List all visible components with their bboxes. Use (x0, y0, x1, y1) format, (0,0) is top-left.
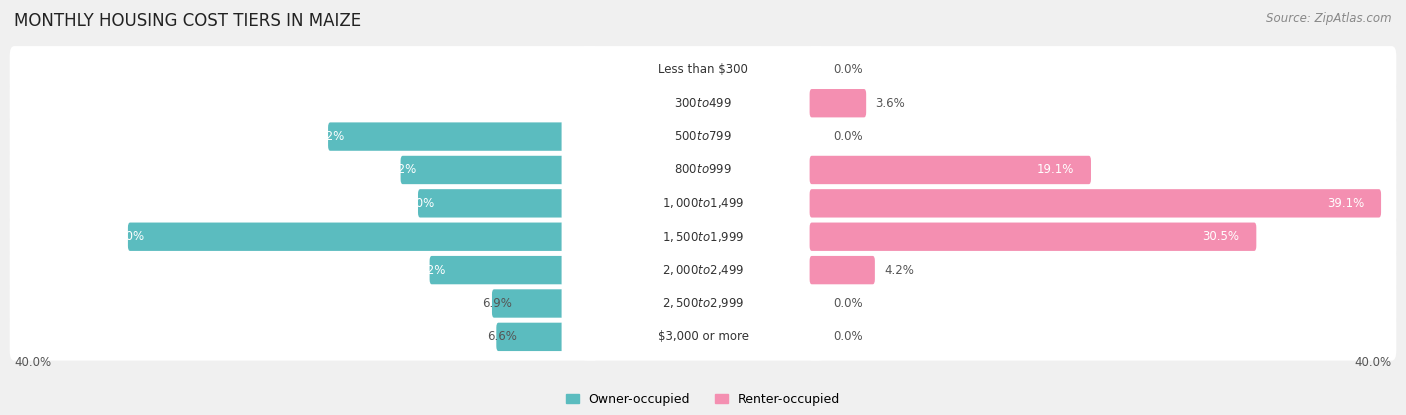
Text: $2,500 to $2,999: $2,500 to $2,999 (662, 296, 744, 310)
Text: 0.0%: 0.0% (834, 130, 863, 143)
Text: $3,000 or more: $3,000 or more (658, 330, 748, 343)
FancyBboxPatch shape (492, 289, 596, 317)
FancyBboxPatch shape (807, 180, 1396, 227)
FancyBboxPatch shape (561, 280, 845, 327)
Text: 39.1%: 39.1% (1327, 197, 1364, 210)
FancyBboxPatch shape (807, 280, 1396, 327)
FancyBboxPatch shape (561, 213, 845, 261)
FancyBboxPatch shape (10, 313, 599, 361)
FancyBboxPatch shape (10, 113, 599, 160)
Text: 18.2%: 18.2% (308, 130, 344, 143)
Text: 0.0%: 0.0% (572, 63, 602, 76)
FancyBboxPatch shape (561, 46, 845, 93)
Text: 13.2%: 13.2% (380, 164, 418, 176)
FancyBboxPatch shape (807, 46, 1396, 93)
Text: 19.1%: 19.1% (1038, 164, 1074, 176)
Text: 3.6%: 3.6% (876, 97, 905, 110)
Text: Less than $300: Less than $300 (658, 63, 748, 76)
FancyBboxPatch shape (810, 189, 1381, 217)
Text: 6.9%: 6.9% (482, 297, 512, 310)
Text: 0.0%: 0.0% (834, 63, 863, 76)
FancyBboxPatch shape (418, 189, 596, 217)
FancyBboxPatch shape (807, 113, 1396, 160)
Text: 6.6%: 6.6% (486, 330, 517, 343)
FancyBboxPatch shape (807, 80, 1396, 127)
FancyBboxPatch shape (807, 146, 1396, 194)
FancyBboxPatch shape (807, 213, 1396, 261)
FancyBboxPatch shape (10, 180, 599, 227)
FancyBboxPatch shape (561, 180, 845, 227)
FancyBboxPatch shape (807, 313, 1396, 361)
Text: 0.0%: 0.0% (834, 330, 863, 343)
Text: 0.0%: 0.0% (572, 97, 602, 110)
Text: $800 to $999: $800 to $999 (673, 164, 733, 176)
Text: $1,500 to $1,999: $1,500 to $1,999 (662, 230, 744, 244)
FancyBboxPatch shape (561, 146, 845, 194)
FancyBboxPatch shape (10, 280, 599, 327)
FancyBboxPatch shape (561, 247, 845, 294)
Text: 4.2%: 4.2% (884, 264, 914, 277)
Text: 0.0%: 0.0% (834, 297, 863, 310)
Text: 30.5%: 30.5% (1202, 230, 1240, 243)
FancyBboxPatch shape (561, 80, 845, 127)
Text: $500 to $799: $500 to $799 (673, 130, 733, 143)
FancyBboxPatch shape (128, 222, 596, 251)
Text: $300 to $499: $300 to $499 (673, 97, 733, 110)
FancyBboxPatch shape (401, 156, 596, 184)
FancyBboxPatch shape (10, 46, 599, 93)
Text: 40.0%: 40.0% (14, 356, 51, 369)
FancyBboxPatch shape (10, 247, 599, 294)
Legend: Owner-occupied, Renter-occupied: Owner-occupied, Renter-occupied (561, 388, 845, 411)
FancyBboxPatch shape (496, 323, 596, 351)
Text: $1,000 to $1,499: $1,000 to $1,499 (662, 196, 744, 210)
FancyBboxPatch shape (807, 247, 1396, 294)
FancyBboxPatch shape (810, 89, 866, 117)
FancyBboxPatch shape (10, 213, 599, 261)
Text: 12.0%: 12.0% (398, 197, 434, 210)
Text: $2,000 to $2,499: $2,000 to $2,499 (662, 263, 744, 277)
Text: 32.0%: 32.0% (107, 230, 145, 243)
Text: 40.0%: 40.0% (1355, 356, 1392, 369)
Text: MONTHLY HOUSING COST TIERS IN MAIZE: MONTHLY HOUSING COST TIERS IN MAIZE (14, 12, 361, 30)
FancyBboxPatch shape (810, 156, 1091, 184)
Text: 11.2%: 11.2% (409, 264, 446, 277)
FancyBboxPatch shape (10, 80, 599, 127)
FancyBboxPatch shape (328, 122, 596, 151)
FancyBboxPatch shape (10, 146, 599, 194)
FancyBboxPatch shape (430, 256, 596, 284)
FancyBboxPatch shape (810, 222, 1257, 251)
FancyBboxPatch shape (561, 313, 845, 361)
FancyBboxPatch shape (561, 113, 845, 160)
Text: Source: ZipAtlas.com: Source: ZipAtlas.com (1267, 12, 1392, 25)
FancyBboxPatch shape (810, 256, 875, 284)
